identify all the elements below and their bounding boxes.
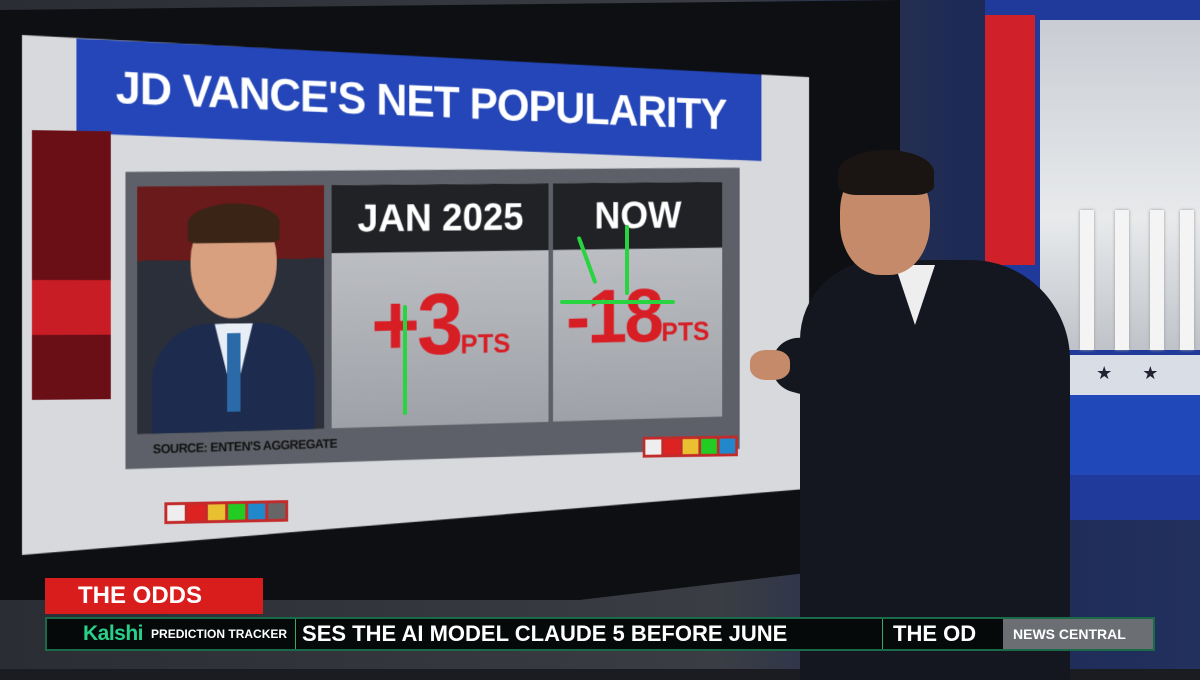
ticker-text: SES THE AI MODEL CLAUDE 5 BEFORE JUNE [302,621,788,646]
ticker-next-item: THE OD [893,621,977,646]
ticker-divider [882,619,883,649]
presenter [750,150,1070,680]
segment-label: THE ODDS [45,578,263,614]
column-value: -18PTS [566,273,710,360]
ticker-label: PREDICTION TRACKER [151,619,297,649]
pen-annotation [625,225,629,295]
source-note: SOURCE: ENTEN'S AGGREGATE [152,435,338,457]
topic-sidebar-selected [32,280,111,335]
white-house-image [1040,20,1200,350]
show-name: NEWS CENTRAL [1003,619,1153,649]
touchscreen-monitor: JD VANCE'S NET POPULARITY JAN 2025 +3PTS… [0,0,900,600]
kalshi-logo: Kalshi [83,622,144,645]
column-jan-2025: JAN 2025 +3PTS [332,183,549,428]
topic-sidebar [32,130,111,400]
graphic-title: JD VANCE'S NET POPULARITY [76,39,761,161]
comparison-panel: JAN 2025 +3PTS NOW -18PTS SOURCE: ENTEN'… [125,168,739,469]
pen-annotation [560,300,675,304]
column-header: JAN 2025 [332,183,549,253]
pen-annotation [403,305,407,415]
color-palette[interactable] [164,500,288,524]
color-palette[interactable] [643,436,738,458]
vance-portrait [137,185,324,434]
news-ticker: Kalshi PREDICTION TRACKER SES THE AI MOD… [45,617,1155,651]
backdrop-red-stripe [985,15,1035,265]
graphic-board: JD VANCE'S NET POPULARITY JAN 2025 +3PTS… [22,35,809,555]
column-value: +3PTS [370,276,511,375]
